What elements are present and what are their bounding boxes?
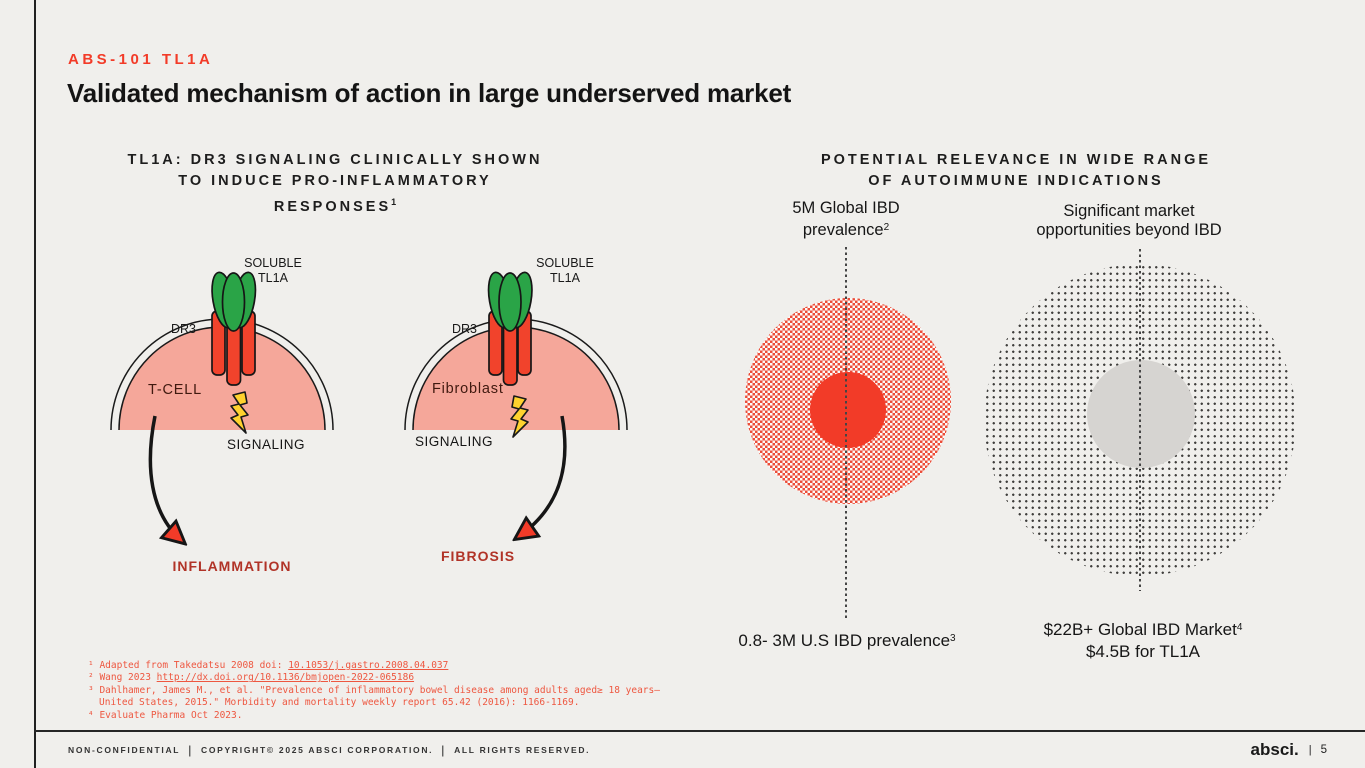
- outcome-label: FIBROSIS: [440, 548, 516, 564]
- signaling-label: SIGNALING: [415, 434, 494, 449]
- footer-separator: |: [188, 743, 194, 757]
- dr3-label: DR3: [170, 322, 196, 336]
- footnote-ref-2: 2: [883, 222, 890, 233]
- footnote-link[interactable]: http://dx.doi.org/10.1136/bmjopen-2022-0…: [156, 672, 415, 684]
- ibd-top-label: 5M Global IBD prevalence2: [792, 199, 900, 239]
- outcome-label: INFLAMMATION: [172, 558, 292, 574]
- page-number: 5: [1320, 744, 1327, 756]
- tl1a-trimer: [487, 271, 533, 332]
- left-heading-line2: TO INDUCE PRO-INFLAMMATORY: [178, 173, 492, 189]
- dr3-receptor-bars: [211, 310, 256, 386]
- market-top-label: Significant market opportunities beyond …: [1036, 202, 1222, 239]
- footnote-4: ⁴ Evaluate Pharma Oct 2023.: [88, 709, 243, 721]
- market-core-circle: [1087, 360, 1195, 468]
- page-title: Validated mechanism of action in large u…: [67, 78, 792, 108]
- footnote-ref-3: 3: [950, 633, 956, 644]
- dr3-label: DR3: [451, 322, 477, 336]
- fibroblast-diagram: SOLUBLE TL1A DR3 Fibroblast SIGNALING FI…: [390, 253, 650, 593]
- footnote-2: ² Wang 2023 http://dx.doi.org/10.1136/bm…: [88, 672, 415, 684]
- footnote-3-continued: United States, 2015." Morbidity and mort…: [99, 697, 580, 709]
- footnote-ref-1: 1: [391, 197, 397, 207]
- outcome-arrow: [148, 415, 182, 541]
- eyebrow-label: ABS-101 TL1A: [68, 51, 214, 68]
- right-heading-line1: POTENTIAL RELEVANCE IN WIDE RANGE: [820, 152, 1212, 168]
- soluble-tl1a-label: SOLUBLE TL1A: [244, 256, 302, 285]
- rights-label: ALL RIGHTS RESERVED.: [454, 745, 591, 755]
- signaling-label: SIGNALING: [227, 437, 306, 452]
- ibd-core-circle: [810, 372, 886, 448]
- footer-separator: |: [1308, 744, 1312, 756]
- outcome-arrow: [518, 415, 567, 537]
- footer-separator: |: [441, 743, 447, 757]
- signaling-bolt-icon: [230, 391, 249, 434]
- footnote-ref-4: 4: [1236, 622, 1243, 633]
- signaling-bolt-icon: [510, 395, 529, 438]
- dr3-receptor-bars: [488, 310, 532, 386]
- left-heading-line3: RESPONSES1: [273, 197, 397, 215]
- right-heading-line2: OF AUTOIMMUNE INDICATIONS: [868, 173, 1164, 189]
- tl1a-trimer: [211, 271, 257, 332]
- ibd-bottom-label: 0.8- 3M U.S IBD prevalence3: [738, 631, 956, 650]
- left-heading-line1: TL1A: DR3 SIGNALING CLINICALLY SHOWN: [127, 152, 543, 168]
- market-bottom-label: $22B+ Global IBD Market4 $4.5B for TL1A: [1043, 620, 1243, 661]
- left-edge-rule: [34, 0, 36, 768]
- copyright-label: COPYRIGHT© 2025 ABSCI CORPORATION.: [201, 745, 434, 755]
- ibd-axis-dashed-line: [845, 247, 847, 621]
- footnote-1: ¹ Adapted from Takedatsu 2008 doi: 10.10…: [88, 660, 449, 671]
- tcell-diagram-graphic: [110, 271, 334, 593]
- footnote-link[interactable]: 10.1053/j.gastro.2008.04.037: [288, 660, 449, 671]
- fibroblast-diagram-graphic: [404, 271, 628, 593]
- right-section-heading: POTENTIAL RELEVANCE IN WIDE RANGE OF AUT…: [766, 150, 1266, 192]
- cell-name-label: T-CELL: [148, 382, 202, 398]
- footer-legal: NON-CONFIDENTIAL | COPYRIGHT© 2025 ABSCI C…: [68, 743, 590, 757]
- market-axis-dashed-line: [1139, 249, 1141, 591]
- absci-logo: absci.: [1250, 740, 1299, 759]
- left-section-heading: TL1A: DR3 SIGNALING CLINICALLY SHOWN TO …: [85, 150, 585, 218]
- footer-brand: absci. | 5: [1251, 740, 1327, 760]
- soluble-tl1a-label: SOLUBLE TL1A: [536, 256, 594, 285]
- footer-divider: [34, 730, 1365, 732]
- footnote-3: ³ Dahlhamer, James M., et al. "Prevalenc…: [88, 684, 660, 696]
- footnotes: ¹ Adapted from Takedatsu 2008 doi: 10.10…: [88, 660, 660, 722]
- tcell-diagram: SOLUBLE TL1A DR3 T-CELL SIGNALING INFLAM…: [100, 253, 360, 593]
- cell-name-label: Fibroblast: [432, 381, 504, 397]
- confidentiality-label: NON-CONFIDENTIAL: [68, 745, 181, 755]
